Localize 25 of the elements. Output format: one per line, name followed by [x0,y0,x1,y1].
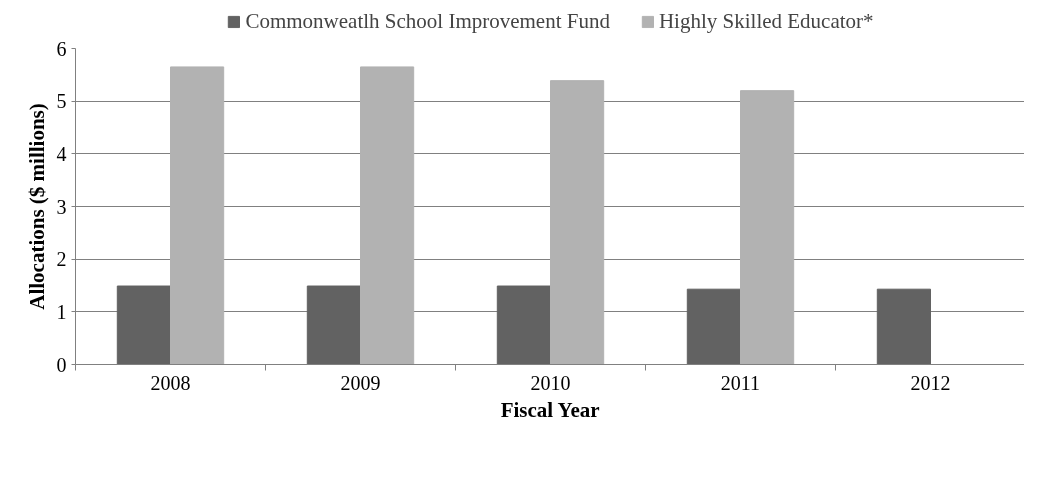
bar [550,80,605,365]
y-tick-label: 5 [56,90,67,113]
y-axis-title: Allocations ($ millions) [24,103,49,310]
bar [876,288,931,365]
y-tick-label: 2 [56,248,67,271]
x-tick-label: 2008 [150,371,191,394]
bar [170,66,225,365]
y-tick-label: 4 [56,142,67,165]
bar [686,288,741,365]
y-tick-label: 3 [56,195,67,218]
bar [306,285,361,365]
bar [360,66,415,365]
x-tick-label: 2012 [910,371,951,394]
y-tick-label: 6 [56,37,67,60]
y-tick-label: 0 [56,353,67,376]
x-axis-title: Fiscal Year [500,397,600,422]
bar [740,90,795,365]
legend-label: Highly Skilled Educator* [658,8,874,34]
bar [496,285,551,365]
x-tick-label: 2011 [720,371,761,394]
bar [116,285,171,365]
x-tick-label: 2010 [530,371,571,394]
y-tick-label: 1 [56,300,67,323]
legend-label: Commonweatlh School Improvement Fund [245,8,610,34]
x-tick-label: 2009 [340,371,381,394]
